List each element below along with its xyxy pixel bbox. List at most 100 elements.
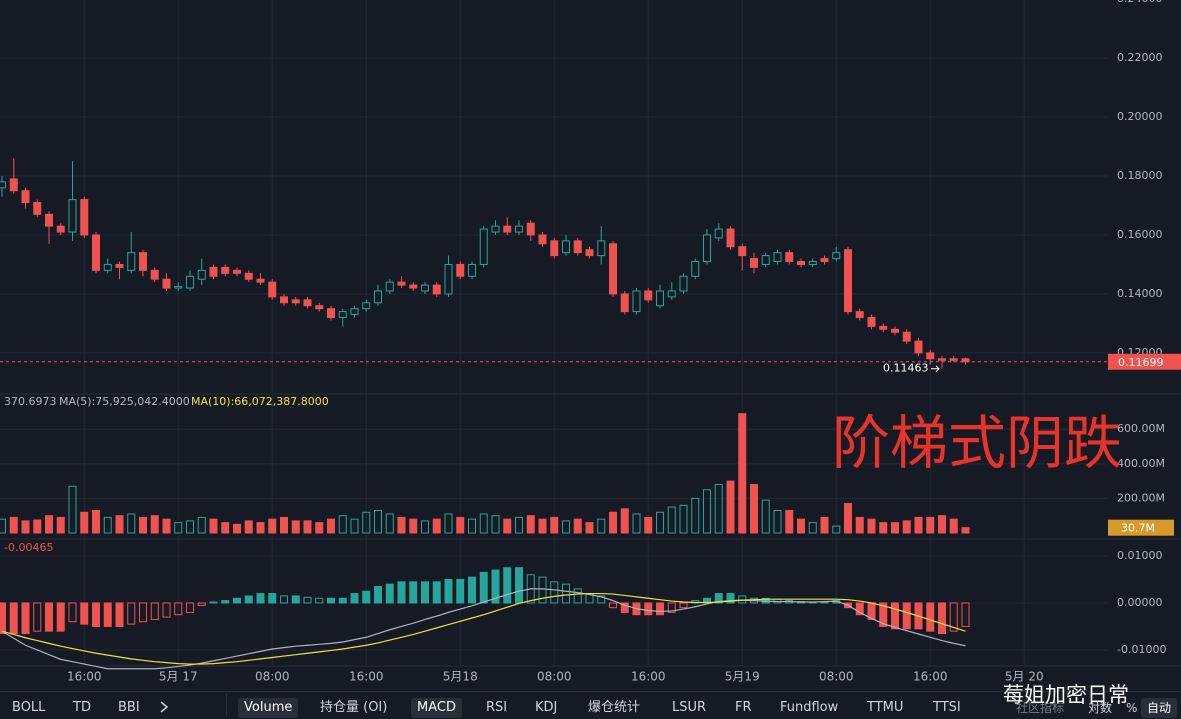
candle-body [597, 240, 606, 257]
macd-bar [456, 578, 465, 604]
macd-bar [656, 602, 664, 616]
volume-bar [45, 515, 53, 534]
volume-bar [103, 516, 112, 534]
macd-bar [162, 602, 171, 618]
macd-bar [327, 597, 335, 604]
volume-bar [609, 511, 617, 534]
volume-bar [949, 518, 958, 534]
volume-bar [150, 515, 159, 534]
macd-bar [397, 581, 406, 604]
volume-bar [785, 510, 794, 534]
macd-bar [33, 602, 42, 632]
volume-bar [703, 489, 711, 534]
macd-bar [56, 602, 65, 632]
volume-bar [468, 518, 476, 534]
option[interactable]: % [1126, 701, 1138, 715]
candle-body [526, 222, 535, 236]
candle-body [550, 240, 559, 257]
tab[interactable]: Volume [238, 698, 299, 718]
volume-bar [691, 497, 700, 534]
candle-body [926, 352, 935, 360]
indicator[interactable]: BOLL [12, 700, 46, 715]
volume-bar [832, 525, 841, 534]
tab[interactable]: FR [735, 700, 752, 715]
macd-bar [68, 602, 77, 623]
volume-bar [385, 513, 394, 534]
volume-bar [526, 515, 535, 534]
indicator[interactable]: BBI [118, 700, 140, 715]
tab[interactable]: TTMU [867, 700, 904, 715]
candle-body [56, 225, 65, 233]
volume-bar [397, 516, 406, 534]
tab[interactable]: RSI [486, 700, 508, 715]
volume-bar [280, 516, 288, 534]
macd-bar [186, 602, 194, 613]
indicator[interactable]: TD [73, 700, 91, 715]
volume-bar [961, 527, 970, 534]
y-tick-label: 200.00M [1117, 491, 1165, 504]
candle-body [773, 252, 782, 263]
candle-body [209, 266, 218, 277]
macd-bar [938, 602, 946, 635]
candle-body [609, 243, 617, 295]
candle-body [632, 290, 641, 313]
option[interactable]: 自动 [1141, 698, 1178, 718]
chevron[interactable] [158, 700, 170, 714]
macd-bar [9, 602, 18, 635]
candle-body [432, 284, 441, 295]
macd-bar [21, 602, 30, 635]
macd-bar [374, 586, 382, 604]
candle-body [21, 190, 30, 204]
candle-body [644, 290, 653, 301]
macd-bar [338, 597, 347, 604]
macd-dif-line [1, 588, 966, 670]
candle-body [103, 263, 112, 271]
volume-bar [56, 516, 65, 534]
tab[interactable]: 爆仓统计 [588, 700, 641, 715]
y-tick-label: 0.18000 [1117, 169, 1163, 182]
candle-body [961, 358, 970, 363]
candle-body [115, 263, 124, 268]
macd-bar [139, 602, 147, 623]
candle-body [949, 358, 958, 361]
macd-bar [385, 583, 394, 604]
last-price-tag [1108, 353, 1181, 370]
macd-bar [479, 571, 488, 604]
candle-body [703, 234, 711, 263]
macd-bar [80, 602, 89, 625]
volume-bar [291, 520, 300, 534]
volume-bar [327, 518, 335, 534]
macd-bar [209, 601, 218, 604]
candle-body [197, 269, 206, 280]
volume-bar [491, 515, 500, 534]
volume-bar [21, 520, 30, 534]
macd-bar [256, 593, 265, 604]
candle-body [679, 275, 688, 292]
volume-bar [268, 518, 277, 534]
volume-bar [750, 484, 758, 534]
candle-body [867, 317, 876, 327]
macd-bar [150, 602, 159, 620]
candle-body [832, 252, 841, 260]
volume-bar [186, 520, 194, 534]
macd-bar [0, 602, 6, 635]
y-tick-label: 600.00M [1117, 422, 1165, 435]
option[interactable]: 对数 [1088, 701, 1113, 715]
volume-bar [174, 522, 183, 534]
tab[interactable]: KDJ [535, 700, 558, 715]
tab[interactable]: TTSI [933, 700, 961, 715]
volume-bar [139, 516, 147, 534]
tab[interactable]: Fundflow [780, 700, 839, 715]
candle-body [280, 296, 288, 304]
candle-body [562, 240, 570, 254]
macd-bar [303, 596, 312, 604]
tab[interactable]: 持仓量 (OI) [320, 700, 388, 715]
candle-body [221, 266, 230, 274]
candle-body [350, 308, 359, 316]
tab[interactable]: MACD [411, 698, 462, 718]
candle-body [268, 281, 277, 298]
tab[interactable]: LSUR [672, 700, 707, 715]
low-marker-label: 0.11463 [883, 362, 929, 375]
candle-body [585, 249, 594, 257]
community[interactable]: 社区指标 [1016, 701, 1065, 715]
